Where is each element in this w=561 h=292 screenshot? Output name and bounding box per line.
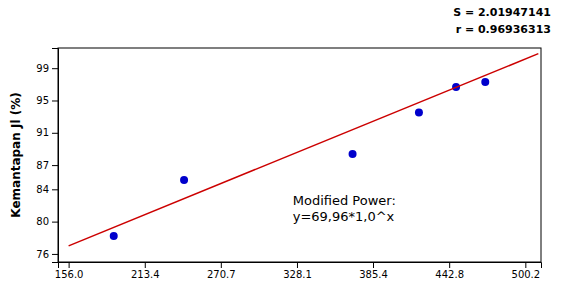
y-tick: 95 (36, 95, 58, 106)
x-tick-mark (145, 262, 146, 268)
x-tick: 385.4 (359, 262, 388, 280)
x-tick: 270.7 (207, 262, 236, 280)
regression-line (69, 54, 539, 246)
data-point (349, 150, 357, 158)
marks (69, 54, 539, 246)
y-tick-mark (52, 222, 58, 223)
data-point (110, 232, 118, 240)
x-tick-mark (297, 262, 298, 268)
y-tick-mark (52, 133, 58, 134)
x-tick-label: 213.4 (131, 269, 160, 280)
y-tick-mark (52, 100, 58, 101)
data-point (180, 176, 188, 184)
x-tick-label: 442.8 (435, 269, 464, 280)
x-tick-label: 156.0 (55, 269, 84, 280)
x-tick-mark (221, 262, 222, 268)
x-tick: 328.1 (283, 262, 312, 280)
y-tick-label: 91 (36, 127, 49, 138)
x-tick: 156.0 (55, 262, 84, 280)
y-tick: 99 (36, 63, 58, 74)
plot: 156.0 213.4 270.7 328.1 385.4 442.8 500.2 76 80 8… (36, 48, 541, 280)
annotation: Modified Power:y=69,96*1,0^x (293, 193, 396, 224)
y-tick: 87 (36, 160, 58, 171)
y-tick-label: 84 (36, 184, 49, 195)
x-tick-mark (373, 262, 374, 268)
x-tick-label: 328.1 (283, 269, 312, 280)
y-tick: 76 (36, 249, 58, 260)
data-point (415, 109, 423, 117)
x-axis-line (59, 263, 542, 269)
annotation-line: y=69,96*1,0^x (293, 209, 395, 224)
x-tick-label: 500.2 (512, 269, 541, 280)
y-tick-mark (52, 254, 58, 255)
x-axis: 156.0 213.4 270.7 328.1 385.4 442.8 500.2 (55, 262, 542, 280)
y-tick-label: 87 (36, 160, 49, 171)
y-tick: 91 (36, 127, 58, 138)
chart: 156.0 213.4 270.7 328.1 385.4 442.8 500.2 76 80 8… (0, 0, 561, 292)
data-point (481, 78, 489, 86)
x-tick-mark (449, 262, 450, 268)
y-tick-mark (52, 165, 58, 166)
x-tick: 500.2 (512, 262, 541, 280)
y-tick-label: 80 (36, 216, 49, 227)
plot-frame (58, 48, 541, 262)
y-tick-label: 95 (36, 95, 49, 106)
x-tick-label: 385.4 (359, 269, 388, 280)
y-tick-label: 99 (36, 63, 49, 74)
y-axis-title: Kemantapan Jl (%) (9, 92, 23, 217)
x-tick-label: 270.7 (207, 269, 236, 280)
y-tick-mark (52, 189, 58, 190)
stats-text: S = 2.01947141 (453, 6, 551, 19)
y-tick-label: 76 (36, 249, 49, 260)
x-tick-mark (69, 262, 70, 268)
x-tick-mark (525, 262, 526, 268)
y-tick-mark (52, 68, 58, 69)
x-tick: 213.4 (131, 262, 160, 280)
y-tick: 80 (36, 216, 58, 227)
annotation-line: Modified Power: (293, 193, 396, 208)
y-axis-line (52, 49, 59, 263)
y-tick: 84 (36, 184, 58, 195)
stats-text: r = 0.96936313 (456, 23, 551, 36)
y-axis: 76 80 84 87 91 95 99 (36, 49, 58, 263)
x-tick: 442.8 (435, 262, 464, 280)
